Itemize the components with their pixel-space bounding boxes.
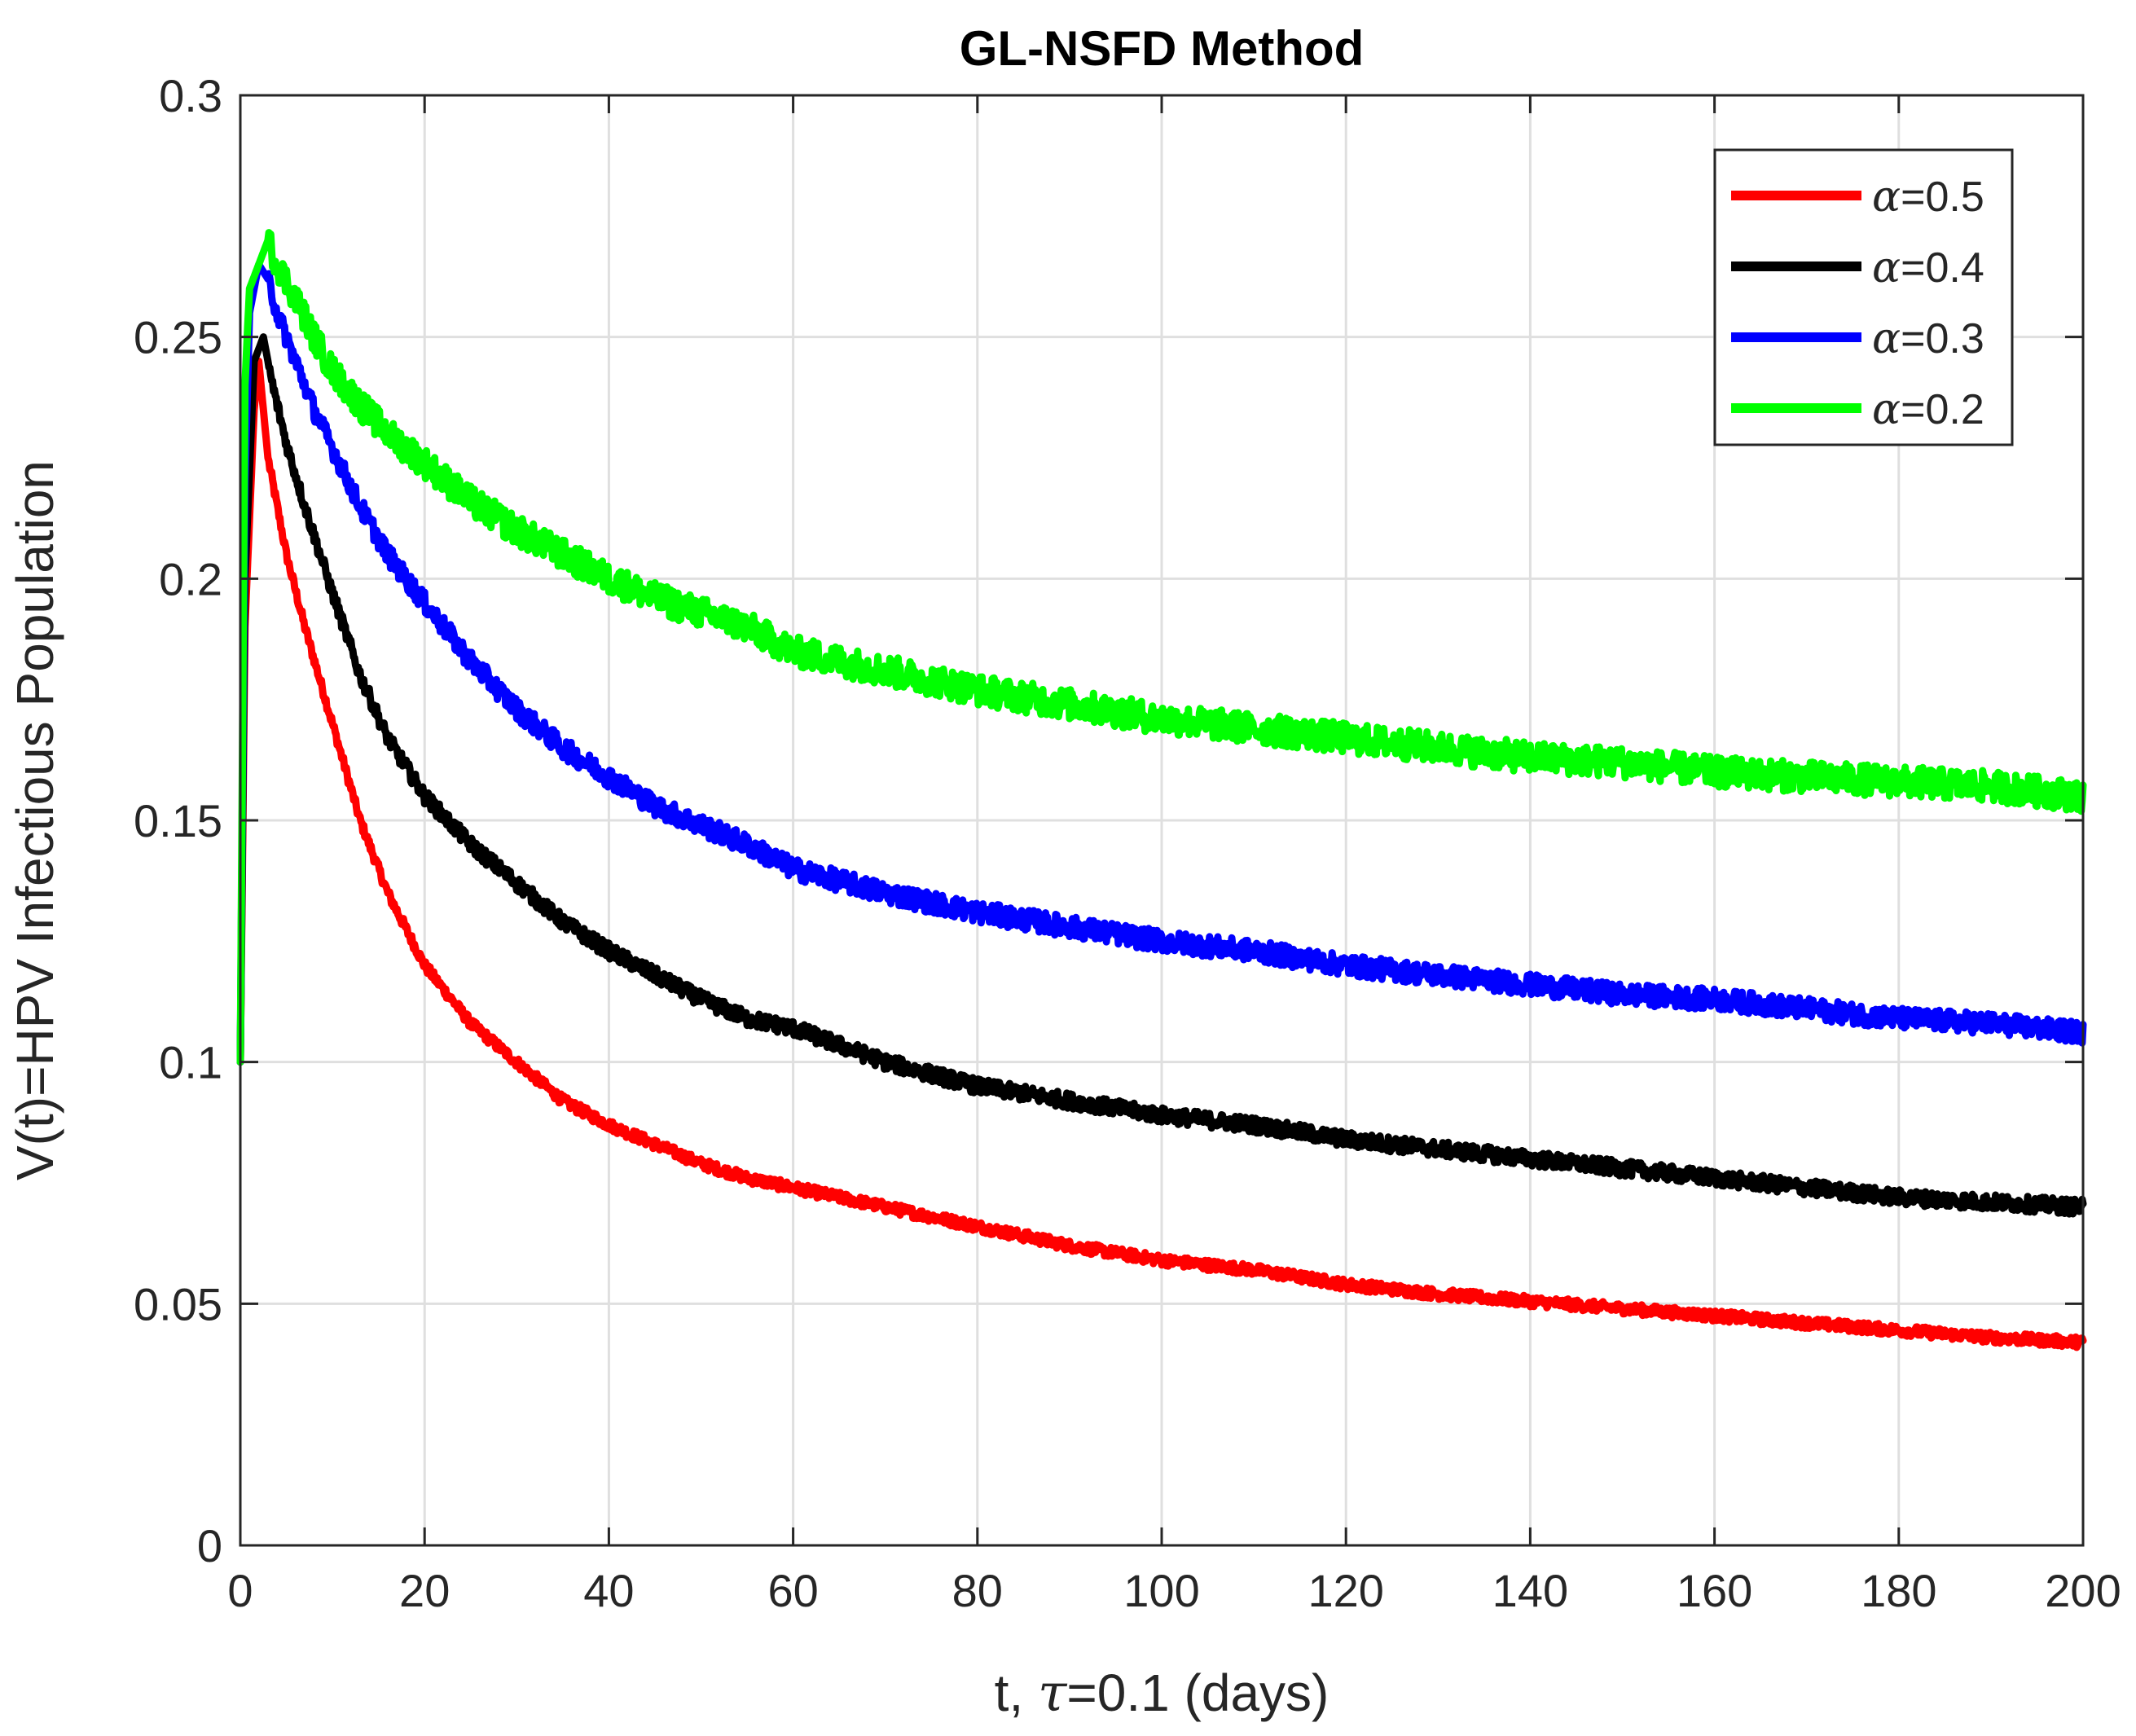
legend-symbol: α (1872, 385, 1901, 434)
legend-symbol: α (1872, 314, 1901, 363)
legend-label: α=0.2 (1872, 385, 1984, 434)
legend-value: =0.3 (1901, 315, 1984, 363)
y-tick-label: 0.3 (159, 70, 222, 121)
legend-value: =0.5 (1901, 174, 1984, 221)
x-tick-label: 160 (1677, 1565, 1752, 1616)
y-tick-label: 0.05 (134, 1278, 222, 1329)
series-lines (236, 229, 2087, 1351)
x-tick-label: 20 (399, 1565, 450, 1616)
y-tick-label: 0 (197, 1520, 222, 1571)
x-tick-label: 0 (227, 1565, 253, 1616)
x-tick-label: 100 (1123, 1565, 1199, 1616)
x-tick-label: 200 (2045, 1565, 2121, 1616)
tick-marks (239, 94, 2085, 1547)
x-tick-label: 120 (1308, 1565, 1383, 1616)
y-tick-label: 0.25 (134, 312, 222, 363)
legend-symbol: α (1872, 173, 1901, 222)
series-line (236, 229, 2087, 1066)
series-line (236, 261, 2087, 1066)
series-line (236, 357, 2087, 1351)
x-tick-label: 40 (583, 1565, 634, 1616)
x-axis-label-suffix: =0.1 (days) (1066, 1663, 1329, 1722)
legend-value: =0.4 (1901, 244, 1984, 292)
y-axis-label: V(t)=HPV Infectious Population (6, 460, 64, 1180)
x-tick-label: 80 (952, 1565, 1003, 1616)
x-tick-label: 180 (1861, 1565, 1936, 1616)
legend-label: α=0.3 (1872, 314, 1984, 363)
x-tick-label: 60 (767, 1565, 818, 1616)
chart-title: GL-NSFD Method (960, 21, 1365, 76)
tick-labels: 0 20 40 60 80 100 120 140 160 180 200 0 0.05 0.1 0.15 0… (134, 70, 2121, 1616)
legend: α=0.5α=0.4α=0.3α=0.2 (1713, 148, 2014, 446)
x-axis-label-prefix: t, (995, 1663, 1038, 1722)
legend-value: =0.2 (1901, 386, 1984, 433)
legend-label: α=0.4 (1872, 244, 1984, 292)
legend-label: α=0.5 (1872, 173, 1984, 222)
x-tick-label: 140 (1492, 1565, 1568, 1616)
series-line (236, 333, 2087, 1218)
x-axis-label: t, τ=0.1 (days) (995, 1663, 1330, 1724)
y-tick-label: 0.1 (159, 1037, 222, 1088)
y-tick-label: 0.2 (159, 553, 222, 604)
x-axis-label-tau: τ (1038, 1663, 1068, 1724)
y-tick-label: 0.15 (134, 795, 222, 846)
legend-symbol: α (1872, 244, 1901, 292)
